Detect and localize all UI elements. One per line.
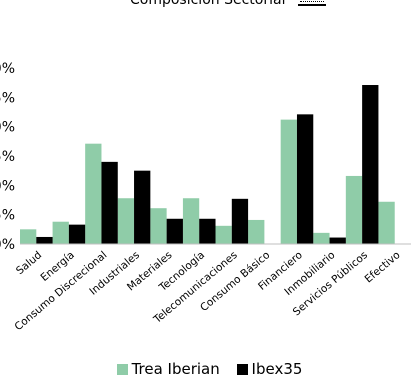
bar-trea xyxy=(345,175,363,244)
y-tick-label: 10% xyxy=(0,178,15,194)
y-tick-label: 25% xyxy=(0,90,15,106)
bar-ibex xyxy=(101,161,118,244)
bar-ibex xyxy=(296,114,314,244)
bar-ibex xyxy=(68,224,86,244)
bar-trea xyxy=(248,219,265,244)
bar-trea xyxy=(378,201,395,244)
y-tick-label: 0% xyxy=(0,237,15,253)
bar-ibex xyxy=(36,236,53,244)
bar-trea xyxy=(117,198,135,244)
bar-trea xyxy=(313,232,330,244)
legend: Trea Iberian Ibex35 xyxy=(0,360,419,379)
logo-icon xyxy=(298,0,326,6)
x-tick-label: Efectivo xyxy=(363,249,403,285)
bar-trea xyxy=(280,119,297,244)
bar-trea xyxy=(215,225,232,244)
legend-label-ibex: Ibex35 xyxy=(251,360,303,378)
bar-ibex xyxy=(329,237,346,244)
chart-title: Composición Sectorial xyxy=(130,0,286,8)
legend-label-trea: Trea Iberian xyxy=(131,360,220,378)
bar-trea xyxy=(85,143,102,244)
bar-trea xyxy=(182,198,200,244)
legend-swatch-trea xyxy=(116,363,128,375)
bar-ibex xyxy=(199,218,216,244)
bar-trea xyxy=(20,229,37,244)
legend-swatch-ibex xyxy=(236,363,248,375)
bar-trea xyxy=(150,208,167,244)
bar-ibex xyxy=(134,170,151,244)
y-tick-label: 20% xyxy=(0,120,15,136)
bar-trea xyxy=(52,221,69,244)
bar-ibex xyxy=(362,85,379,244)
legend-item-ibex: Ibex35 xyxy=(236,360,303,378)
legend-item-trea: Trea Iberian xyxy=(116,360,220,378)
bar-ibex xyxy=(231,198,249,244)
y-tick-label: 5% xyxy=(0,208,15,224)
y-tick-label: 30% xyxy=(0,61,15,77)
y-tick-label: 15% xyxy=(0,149,15,165)
bar-ibex xyxy=(166,218,183,244)
